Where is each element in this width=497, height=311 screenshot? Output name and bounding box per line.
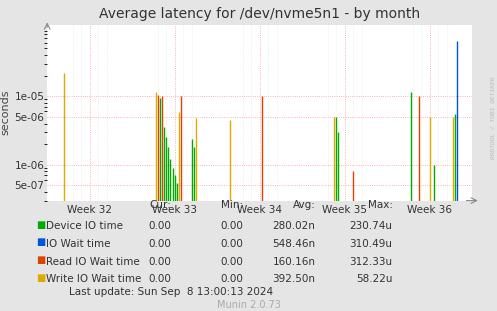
Text: Write IO Wait time: Write IO Wait time [46,274,141,284]
Text: 0.00: 0.00 [221,257,244,267]
Text: 392.50n: 392.50n [272,274,316,284]
Text: Avg:: Avg: [293,200,316,210]
Text: Last update: Sun Sep  8 13:00:13 2024: Last update: Sun Sep 8 13:00:13 2024 [69,287,273,297]
Text: 230.74u: 230.74u [349,221,393,231]
Text: 280.02n: 280.02n [273,221,316,231]
Title: Average latency for /dev/nvme5n1 - by month: Average latency for /dev/nvme5n1 - by mo… [99,7,420,21]
Y-axis label: seconds: seconds [0,90,10,136]
Text: IO Wait time: IO Wait time [46,239,110,249]
Text: Munin 2.0.73: Munin 2.0.73 [217,300,280,310]
Text: RRDTOOL / TOBI OETIKER: RRDTOOL / TOBI OETIKER [491,77,496,160]
Text: Read IO Wait time: Read IO Wait time [46,257,140,267]
Text: ■: ■ [36,237,45,247]
Text: 0.00: 0.00 [221,239,244,249]
Text: Min:: Min: [221,200,244,210]
Text: ■: ■ [36,220,45,230]
Text: 0.00: 0.00 [221,221,244,231]
Text: ■: ■ [36,255,45,265]
Text: Max:: Max: [368,200,393,210]
Text: Device IO time: Device IO time [46,221,123,231]
Text: 0.00: 0.00 [149,239,171,249]
Text: ■: ■ [36,273,45,283]
Text: 58.22u: 58.22u [356,274,393,284]
Text: 0.00: 0.00 [149,274,171,284]
Text: 0.00: 0.00 [221,274,244,284]
Text: 310.49u: 310.49u [349,239,393,249]
Text: 548.46n: 548.46n [272,239,316,249]
Text: 160.16n: 160.16n [272,257,316,267]
Text: 0.00: 0.00 [149,221,171,231]
Text: Cur:: Cur: [150,200,171,210]
Text: 0.00: 0.00 [149,257,171,267]
Text: 312.33u: 312.33u [349,257,393,267]
